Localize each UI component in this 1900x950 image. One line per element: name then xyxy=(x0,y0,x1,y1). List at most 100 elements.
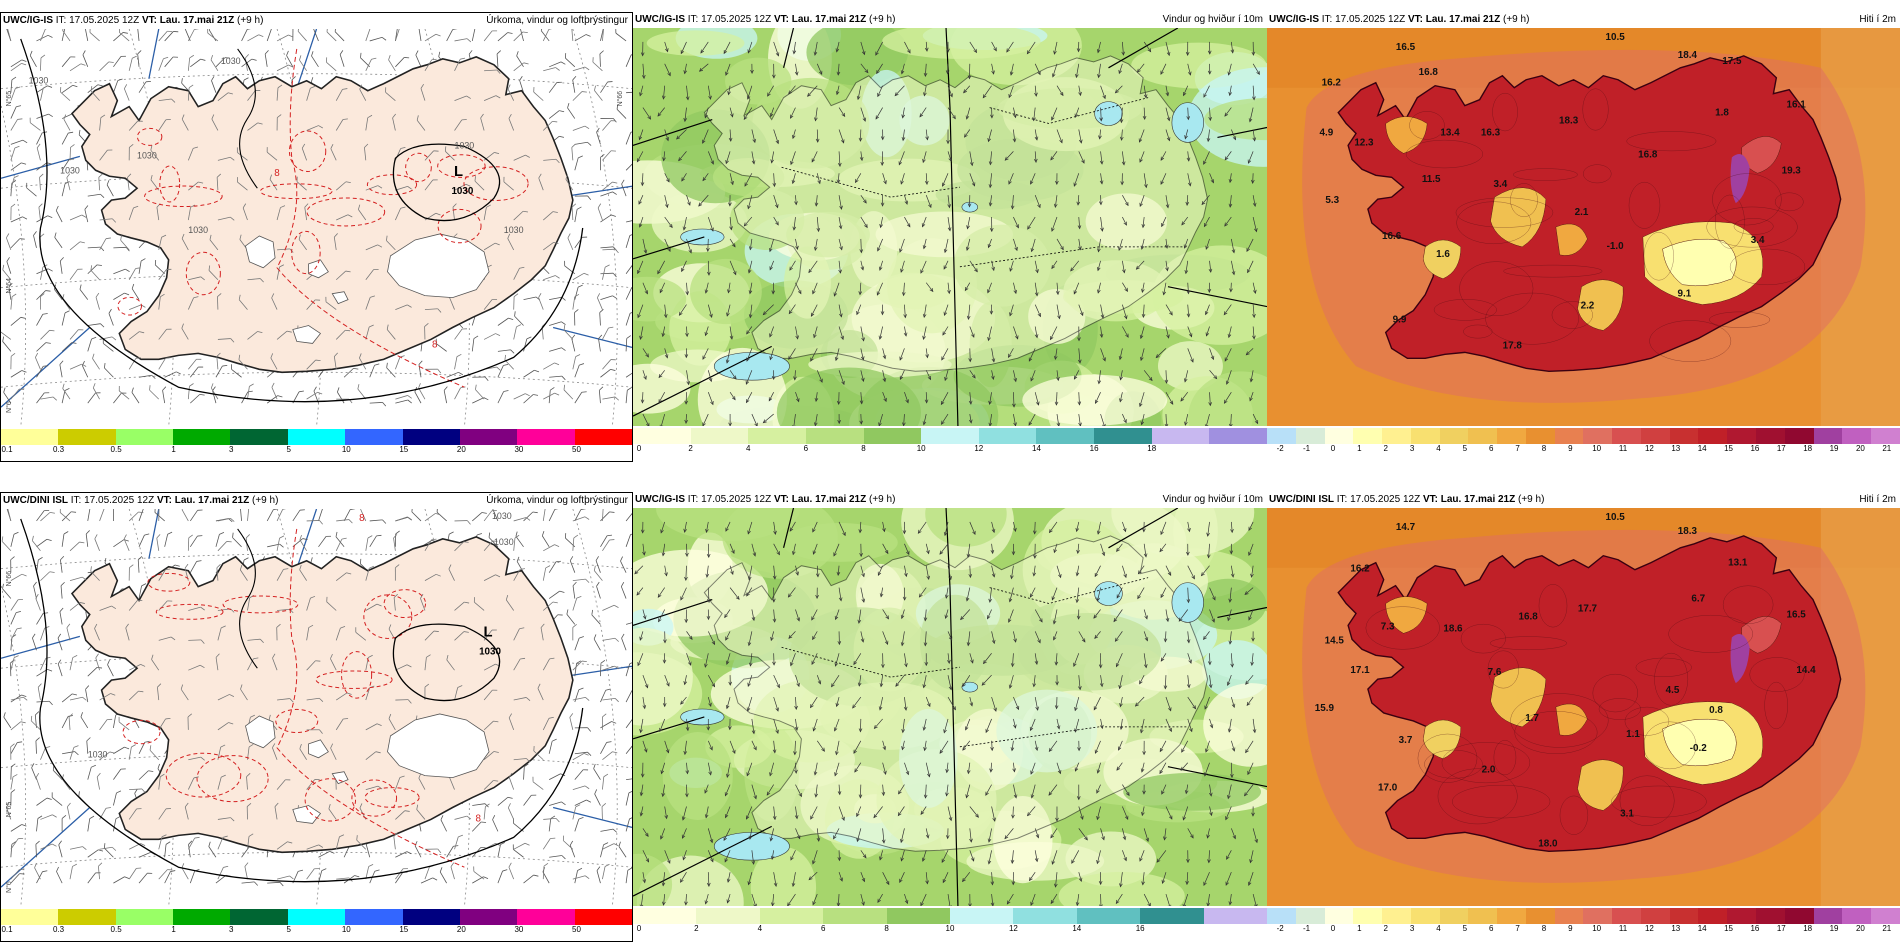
wind-barb xyxy=(508,717,515,731)
wind-barb-feather xyxy=(572,75,577,81)
wind-arrow xyxy=(773,718,779,734)
wind-barb xyxy=(36,669,48,677)
wind-arrow-head xyxy=(813,51,818,56)
wind-arrow-head xyxy=(1162,291,1166,296)
wind-arrow xyxy=(1031,784,1036,798)
wind-arrow xyxy=(1209,675,1212,688)
wind-arrow xyxy=(743,216,753,227)
vt-label: VT: xyxy=(773,494,789,505)
wind-barb-feather xyxy=(170,636,176,641)
wind-barb xyxy=(10,824,22,832)
wind-arrow xyxy=(1034,609,1043,623)
wind-arrow xyxy=(919,107,927,118)
wind-barb xyxy=(241,29,248,42)
wind-arrow xyxy=(729,129,732,142)
wind-arrow xyxy=(969,521,976,535)
wind-arrow-head xyxy=(837,641,842,646)
wind-barb xyxy=(8,286,12,300)
wind-arrow xyxy=(853,740,862,754)
it-label: IT: xyxy=(55,15,67,26)
wind-barb-feather xyxy=(21,370,27,373)
wind-barb xyxy=(68,716,71,730)
wind-barb xyxy=(625,54,632,67)
wind-barb xyxy=(548,590,560,599)
wind-barb xyxy=(513,268,520,280)
wind-barb xyxy=(393,836,396,850)
wind-arrow xyxy=(1118,63,1123,74)
temperature-contour xyxy=(1503,264,1603,278)
wind-arrow xyxy=(1165,129,1170,141)
wind-arrow xyxy=(729,238,736,248)
wind-arrow-head xyxy=(754,422,758,426)
wind-arrow xyxy=(686,784,688,797)
wind-barb-feather xyxy=(318,844,324,848)
wind-barb xyxy=(563,389,574,400)
wind-barb-feather xyxy=(330,653,333,659)
wind-arrow xyxy=(835,653,840,667)
wind-arrow xyxy=(1205,740,1210,753)
wind-arrow xyxy=(962,674,971,687)
wind-arrow-head xyxy=(1055,290,1060,296)
wind-arrow-head xyxy=(941,420,945,425)
isobar-label: 1030 xyxy=(137,150,157,160)
wind-barb xyxy=(113,392,122,404)
wind-arrow-head xyxy=(788,90,792,95)
wind-barb-feather xyxy=(342,88,348,90)
wind-barb-feather xyxy=(565,174,568,180)
wind-arrow-head xyxy=(1247,159,1252,164)
wind-arrow-head xyxy=(770,636,774,642)
wind-barb xyxy=(497,870,503,884)
wind-arrow-head xyxy=(1015,705,1020,711)
wind-barb-feather xyxy=(524,842,530,846)
wind-arrow xyxy=(1252,85,1255,100)
wind-barb xyxy=(594,90,603,101)
wind-barb-feather xyxy=(17,741,23,743)
wind-arrow xyxy=(1140,718,1145,733)
wind-barb-feather xyxy=(189,383,194,387)
wind-arrow-head xyxy=(1095,399,1099,404)
isobar-line xyxy=(237,528,258,669)
wind-barb-feather xyxy=(330,143,334,149)
wind-barb-feather xyxy=(15,86,21,89)
wind-arrow xyxy=(1165,326,1169,339)
wind-barb-feather xyxy=(165,717,171,720)
wind-barb xyxy=(89,32,100,42)
wind-arrow xyxy=(1160,653,1167,662)
wind-arrow xyxy=(746,587,753,597)
wind-arrow-head xyxy=(969,702,974,707)
wind-arrow xyxy=(680,587,687,600)
wind-arrow xyxy=(1056,85,1064,96)
wind-arrow xyxy=(838,151,841,167)
wind-barb-feather xyxy=(200,639,205,644)
wind-barb xyxy=(39,177,41,191)
wind-arrow-head xyxy=(876,291,881,296)
wind-barb-feather xyxy=(200,276,205,281)
wind-arrow xyxy=(925,282,934,292)
temperature-contour xyxy=(1513,168,1578,181)
wind-arrow-head xyxy=(660,770,665,775)
wind-barb-feather xyxy=(47,215,53,218)
wind-arrow-head xyxy=(1247,770,1251,776)
wind-barb xyxy=(211,80,217,93)
wind-arrow xyxy=(1229,85,1232,96)
colorbar-swatch xyxy=(459,909,518,925)
wind-barb xyxy=(69,576,83,582)
wind-barb xyxy=(602,776,605,790)
wind-barb xyxy=(61,511,72,522)
colorbar-tick-label: 1 xyxy=(1357,444,1362,453)
wind-arrow xyxy=(1056,762,1061,774)
wind-arrow xyxy=(940,392,949,405)
wind-arrow xyxy=(1098,63,1101,78)
wind-arrow xyxy=(729,173,734,185)
wind-barb xyxy=(277,608,290,611)
wind-arrow-head xyxy=(987,336,991,342)
wind-barb-feather xyxy=(435,573,441,577)
wind-arrow-head xyxy=(1160,180,1164,185)
wind-arrow-head xyxy=(789,527,794,532)
wind-barb-feather xyxy=(629,817,632,820)
wind-arrow-head xyxy=(885,615,889,620)
wind-barb-feather xyxy=(209,234,212,240)
wind-arrow xyxy=(1205,238,1210,250)
wind-barb xyxy=(513,569,521,581)
wind-barb xyxy=(625,338,628,352)
